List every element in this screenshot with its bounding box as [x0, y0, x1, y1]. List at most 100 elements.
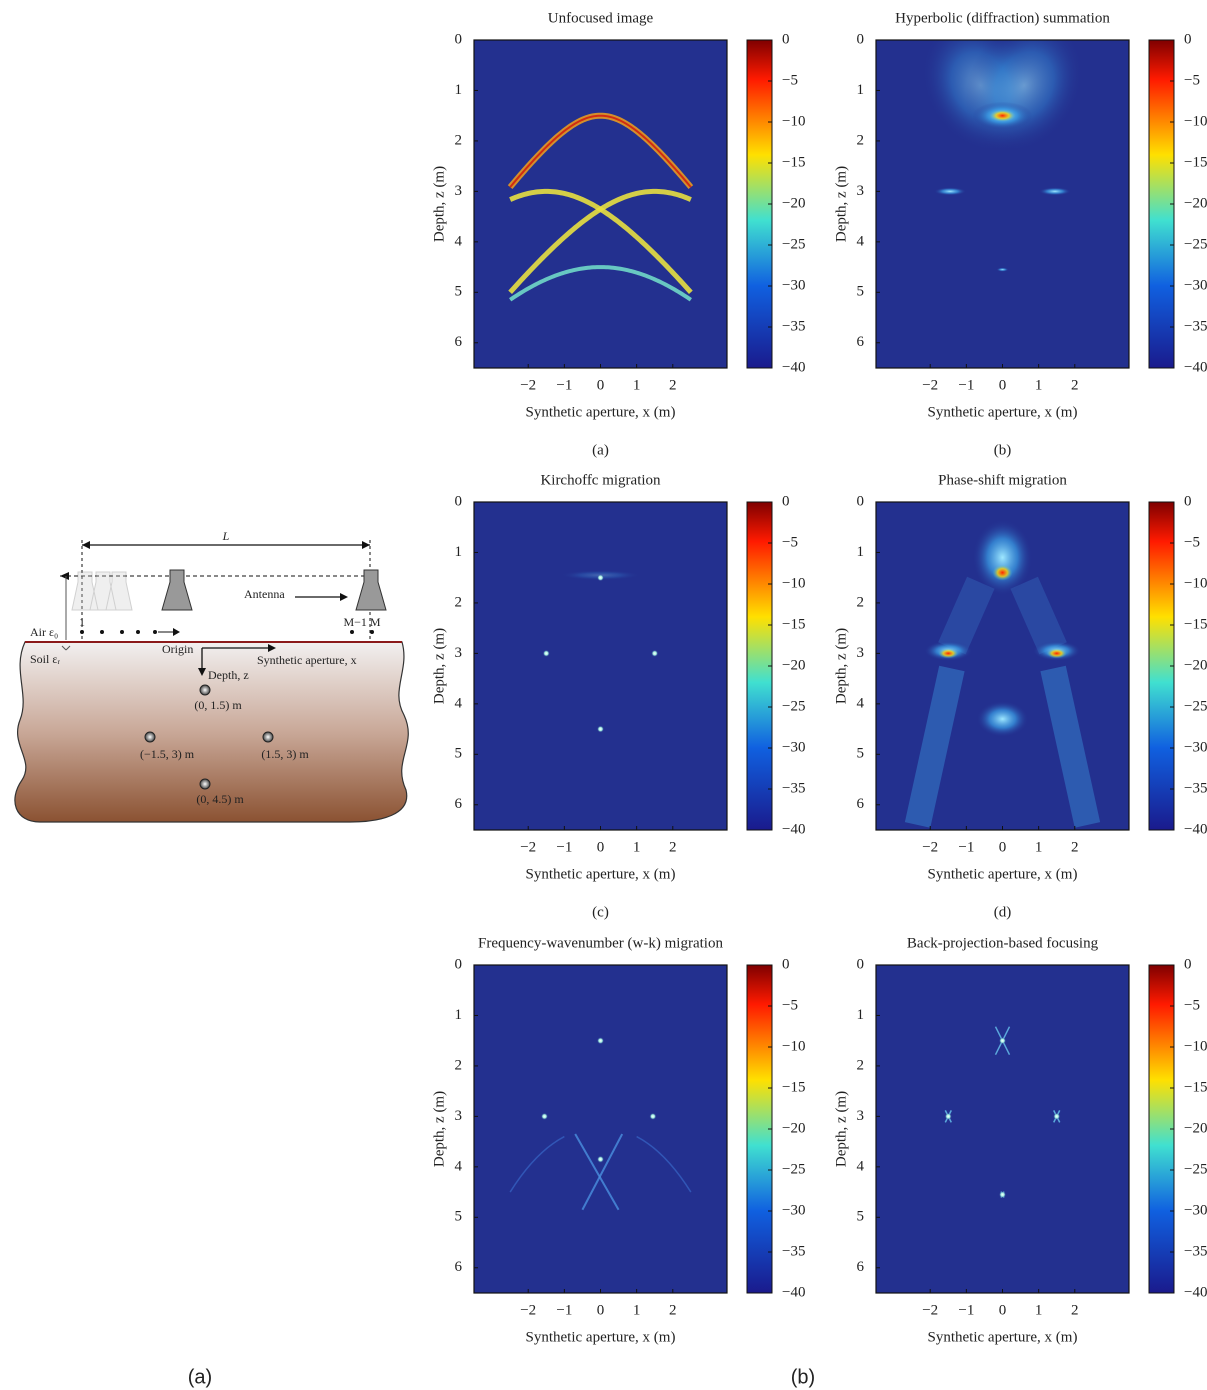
x-tick-label: 0 — [597, 377, 605, 393]
colorbar-tick-label: −40 — [1184, 1284, 1207, 1300]
y-tick-label: 6 — [455, 1259, 463, 1275]
colorbar-tick-label: −10 — [782, 1038, 805, 1054]
colorbar-tick-label: −40 — [1184, 359, 1207, 375]
x-tick-label: −1 — [958, 839, 974, 855]
y-tick-label: 4 — [857, 233, 865, 249]
hyperbola — [508, 188, 692, 294]
arrow-head — [340, 593, 348, 601]
y-tick-label: 1 — [455, 544, 463, 560]
x-tick-label: −2 — [520, 1302, 536, 1318]
artifact — [581, 1133, 624, 1211]
y-tick-label: 5 — [857, 746, 865, 762]
x-axis-label: Synthetic aperture, x (m) — [526, 866, 676, 882]
panel-title: Back-projection-based focusing — [907, 935, 1099, 951]
peak — [989, 109, 1016, 122]
x-tick-label: −2 — [922, 839, 938, 855]
streak — [1040, 665, 1101, 828]
y-tick-label: 6 — [857, 334, 865, 350]
spot — [540, 1112, 548, 1120]
colorbar-tick-label: −25 — [1184, 1161, 1207, 1177]
x-tick-label: 0 — [597, 839, 605, 855]
colorbar — [1148, 501, 1175, 831]
x-tick-label: 2 — [669, 1302, 677, 1318]
y-tick-label: 0 — [857, 31, 865, 47]
colorbar-tick-label: −5 — [782, 534, 798, 550]
y-axis-label: Depth, z (m) — [431, 166, 447, 242]
artifact — [636, 1135, 692, 1193]
colorbar-tick-label: −20 — [1184, 1120, 1207, 1136]
image-background — [474, 40, 727, 368]
x-tick-label: −1 — [958, 1302, 974, 1318]
y-axis-label: Depth, z (m) — [431, 1091, 447, 1167]
image — [507, 112, 694, 302]
colorbar-tick-label: −40 — [782, 821, 805, 837]
y-tick-label: 5 — [857, 1209, 865, 1225]
spot — [542, 649, 550, 657]
antenna — [161, 569, 193, 611]
panel-sublabel: (c) — [592, 904, 609, 920]
soil-label: Soil εᵣ — [30, 652, 60, 666]
spot — [999, 1191, 1006, 1199]
x-axis-label: Synthetic aperture, x (m) — [526, 404, 676, 420]
scene-diagram: L Antenna 1 M−1 M Air ε₀ Soil εᵣ Origin … — [14, 529, 409, 823]
aperture-label: Synthetic aperture, x — [257, 653, 357, 667]
spot — [651, 649, 659, 657]
colorbar-tick-label: −5 — [1184, 72, 1200, 88]
y-tick-label: 2 — [455, 594, 463, 610]
x-tick-label: 1 — [633, 1302, 641, 1318]
panel: Hyperbolic (diffraction) summation−2 −1 0 1… — [833, 10, 1207, 458]
colorbar-tick-label: −40 — [782, 359, 805, 375]
y-axis-label: Depth, z (m) — [833, 628, 849, 704]
colorbar-tick-label: −15 — [782, 616, 805, 632]
colorbar-tick-label: −25 — [1184, 698, 1207, 714]
x-tick-label: 0 — [999, 1302, 1007, 1318]
x-tick-label: −2 — [922, 1302, 938, 1318]
artifact — [574, 1133, 620, 1211]
colorbar-tick-label: −25 — [782, 698, 805, 714]
antenna — [355, 569, 387, 611]
colorbar-tick-label: 0 — [782, 31, 790, 47]
index-label: M−1 M — [343, 615, 380, 629]
y-tick-label: 5 — [455, 1209, 463, 1225]
target-label: (1.5, 3) m — [261, 747, 309, 761]
panel-sublabel: (a) — [592, 442, 609, 458]
length-label: L — [222, 529, 230, 543]
y-tick-label: 6 — [857, 1259, 865, 1275]
target-label: (−1.5, 3) m — [140, 747, 195, 761]
x-tick-label: −1 — [556, 377, 572, 393]
x-tick-label: 2 — [669, 839, 677, 855]
image-background — [474, 965, 727, 1293]
depth-label: Depth, z — [208, 668, 249, 682]
colorbar-tick-label: −35 — [782, 318, 805, 334]
glow — [972, 519, 1033, 596]
colorbar-tick-label: −35 — [1184, 780, 1207, 796]
y-tick-label: 2 — [455, 1057, 463, 1073]
colorbar-tick-label: −35 — [1184, 318, 1207, 334]
colorbar-tick-label: 0 — [1184, 493, 1192, 509]
x-tick-label: 1 — [633, 377, 641, 393]
image — [542, 570, 659, 733]
y-tick-label: 3 — [455, 1108, 463, 1124]
panel-title: Hyperbolic (diffraction) summation — [895, 10, 1110, 26]
figure-label: (b) — [791, 1366, 815, 1388]
colorbar-tick-label: −20 — [782, 195, 805, 211]
peak — [938, 648, 959, 659]
colorbar-tick-label: −10 — [1184, 575, 1207, 591]
y-tick-label: 5 — [455, 746, 463, 762]
colorbar-tick-label: −35 — [782, 1243, 805, 1259]
arrow-head — [268, 644, 276, 652]
y-axis-label: Depth, z (m) — [833, 1091, 849, 1167]
image — [921, 40, 1084, 272]
colorbar-tick-label: −15 — [1184, 1079, 1207, 1095]
image — [944, 1026, 1061, 1199]
colorbar — [1148, 964, 1175, 1294]
colorbar-tick-label: 0 — [1184, 956, 1192, 972]
colorbar-tick-label: 0 — [1184, 31, 1192, 47]
colorbar — [746, 39, 773, 369]
y-tick-label: 5 — [455, 284, 463, 300]
x-tick-label: 1 — [1035, 839, 1043, 855]
y-tick-label: 1 — [857, 544, 865, 560]
panel-title: Frequency-wavenumber (w-k) migration — [478, 935, 723, 951]
y-tick-label: 3 — [857, 1108, 865, 1124]
y-tick-label: 2 — [455, 132, 463, 148]
